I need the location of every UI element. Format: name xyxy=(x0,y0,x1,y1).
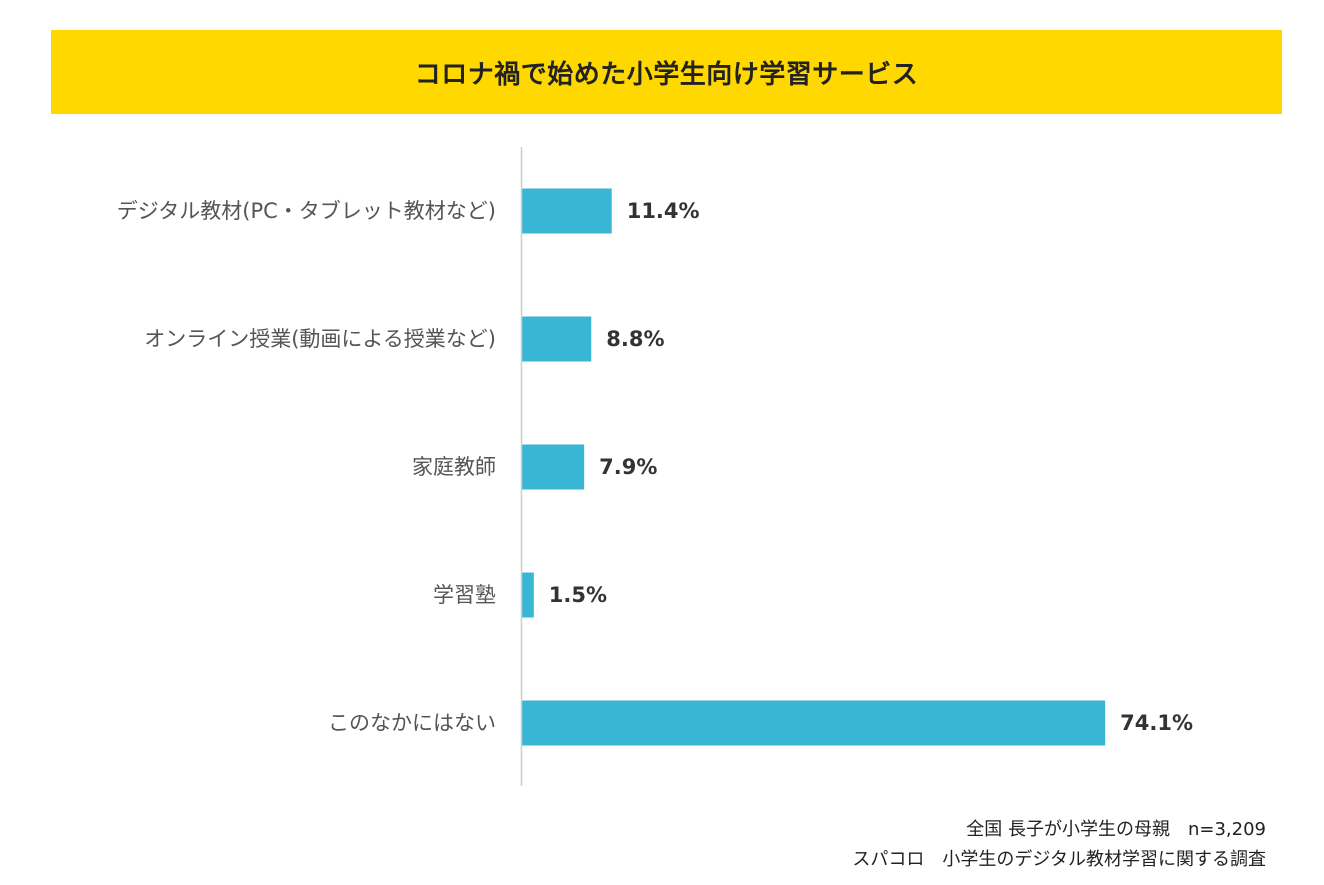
value-label-2: 7.9% xyxy=(599,455,657,479)
category-label-4: このなかにはない xyxy=(328,711,496,735)
title-banner: コロナ禍で始めた小学生向け学習サービス xyxy=(51,30,1282,114)
category-label-1: オンライン授業(動画による授業など) xyxy=(144,327,496,351)
category-label-3: 学習塾 xyxy=(433,583,496,607)
footnote-sample: 全国 長子が小学生の母親 n=3,209 xyxy=(966,819,1266,840)
category-label-2: 家庭教師 xyxy=(412,455,496,479)
value-label-3: 1.5% xyxy=(549,583,607,607)
bars-layer: デジタル教材(PC・タブレット教材など) 11.4% オンライン授業(動画による授業… xyxy=(117,188,1193,746)
bar-0 xyxy=(522,188,612,234)
value-label-0: 11.4% xyxy=(627,199,700,223)
bar-4 xyxy=(522,700,1106,746)
value-label-1: 8.8% xyxy=(606,327,664,351)
bar-3 xyxy=(522,572,534,618)
chart-title: コロナ禍で始めた小学生向け学習サービス xyxy=(414,59,919,90)
bar-2 xyxy=(522,444,585,490)
footnote-source: スパコロ 小学生のデジタル教材学習に関する調査 xyxy=(852,849,1266,870)
category-label-0: デジタル教材(PC・タブレット教材など) xyxy=(117,199,496,223)
bar-1 xyxy=(522,316,592,362)
value-label-4: 74.1% xyxy=(1120,711,1193,735)
